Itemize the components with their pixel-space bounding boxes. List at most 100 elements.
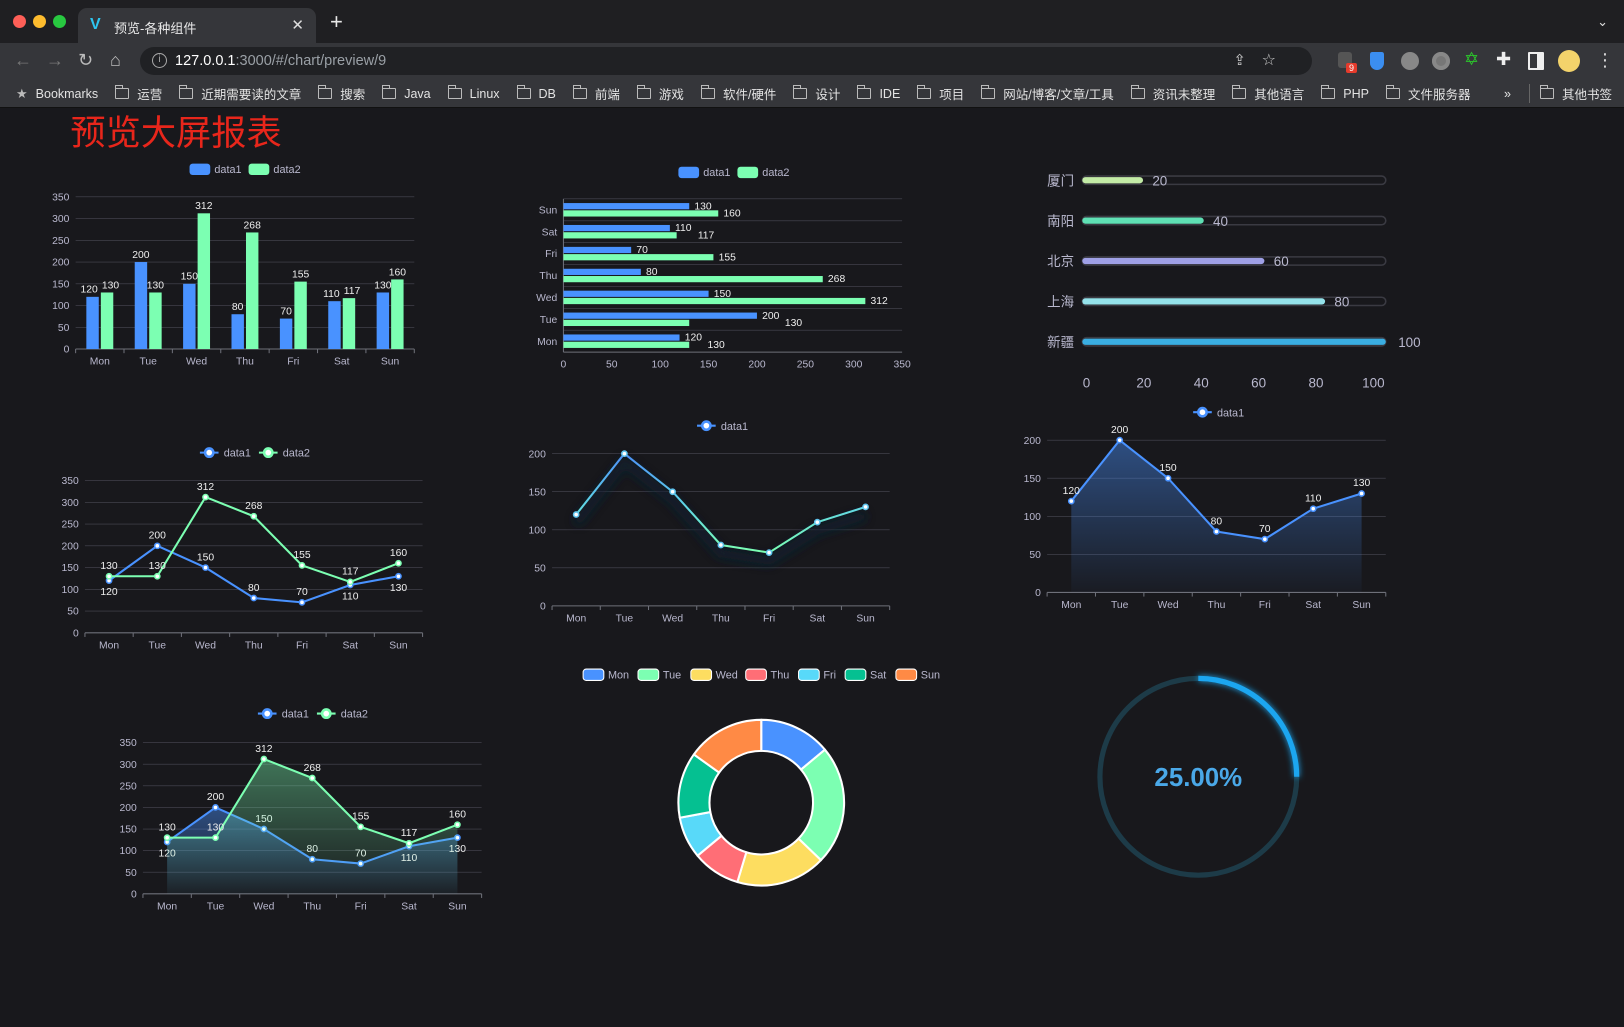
bookmark-item[interactable]: 游戏 xyxy=(636,84,684,103)
data-point xyxy=(250,594,258,602)
y-tick-label: Tue xyxy=(540,315,558,326)
extension-icon[interactable] xyxy=(1401,52,1419,70)
maximize-window-button[interactable] xyxy=(53,15,66,28)
x-tick-label: Sun xyxy=(448,901,467,912)
x-tick-label: Sat xyxy=(401,901,417,912)
folder-icon xyxy=(179,85,194,99)
data-label: 70 xyxy=(636,245,648,256)
other-bookmarks[interactable]: 其他书签 xyxy=(1528,84,1612,103)
tab-search-chevron-icon[interactable]: ⌄ xyxy=(1597,14,1608,29)
forward-button[interactable]: → xyxy=(46,50,64,70)
y-tick-label: 100 xyxy=(61,585,79,596)
bookmark-item[interactable]: Java xyxy=(382,85,431,101)
data-point xyxy=(202,564,209,571)
new-tab-button[interactable]: + xyxy=(330,9,343,34)
extensions-puzzle-icon[interactable]: ✚ xyxy=(1496,49,1512,69)
area-fill xyxy=(1071,440,1362,593)
bookmark-label: 游戏 xyxy=(658,88,684,102)
y-tick-label: 150 xyxy=(529,487,547,498)
data-label: 80 xyxy=(1211,516,1223,527)
data-point xyxy=(250,512,258,520)
folder-icon xyxy=(318,85,333,99)
legend-swatch xyxy=(637,668,660,681)
minimize-window-button[interactable] xyxy=(33,15,46,28)
side-panel-icon[interactable] xyxy=(1528,52,1544,70)
url-text[interactable]: 127.0.0.1:3000/#/chart/preview/9 xyxy=(175,53,386,69)
legend-marker-icon xyxy=(700,420,712,432)
data-label: 100 xyxy=(1398,335,1420,350)
bookmark-item[interactable]: 项目 xyxy=(917,84,964,103)
data-point xyxy=(1309,505,1317,513)
folder-icon xyxy=(447,85,462,99)
legend-label: Thu xyxy=(771,669,790,681)
data-point xyxy=(454,821,461,829)
toolbar: ← → ↻ ⌂ i 127.0.0.1:3000/#/chart/preview… xyxy=(0,43,1624,80)
bookmark-item[interactable]: PHP xyxy=(1321,85,1369,101)
bar-data1 xyxy=(231,314,244,350)
y-tick-label: 150 xyxy=(61,563,79,574)
share-icon[interactable]: ⇪ xyxy=(1233,52,1246,69)
reload-button[interactable]: ↻ xyxy=(78,50,94,70)
data-point xyxy=(765,549,773,556)
x-tick-label: 250 xyxy=(797,360,815,371)
y-tick-label: 50 xyxy=(125,868,137,879)
data-label: 110 xyxy=(675,223,692,234)
data-label: 117 xyxy=(698,230,715,241)
category-label: 南阳 xyxy=(1047,214,1074,229)
bookmark-item[interactable]: 网站/博客/文章/工具 xyxy=(981,84,1114,103)
bookmark-item[interactable]: 软件/硬件 xyxy=(700,84,776,103)
close-tab-icon[interactable]: ✕ xyxy=(291,17,304,34)
data-label: 200 xyxy=(132,250,150,261)
data-label: 312 xyxy=(871,296,889,307)
home-button[interactable]: ⌂ xyxy=(110,50,121,70)
star-extension-icon[interactable]: ✡ xyxy=(1464,49,1480,69)
data-label: 155 xyxy=(293,550,311,561)
y-tick-label: 100 xyxy=(119,846,137,857)
close-window-button[interactable] xyxy=(13,15,26,28)
bookmark-item[interactable]: 运营 xyxy=(115,84,162,103)
bar-data2 xyxy=(563,210,719,217)
back-button[interactable]: ← xyxy=(14,50,32,70)
data-label: 20 xyxy=(1152,173,1167,188)
bookmark-item[interactable]: 搜索 xyxy=(318,84,365,103)
bookmarks-overflow-button[interactable]: » xyxy=(1504,86,1511,101)
y-tick-label: 200 xyxy=(119,803,137,814)
bookmark-item[interactable]: 前端 xyxy=(572,84,620,103)
bookmark-item[interactable]: 近期需要读的文章 xyxy=(179,84,301,103)
y-tick-label: 0 xyxy=(1035,588,1041,599)
data-point xyxy=(395,559,402,567)
address-bar[interactable]: i 127.0.0.1:3000/#/chart/preview/9 ⇪ ☆ xyxy=(140,47,1312,75)
gauge-value: 25.00% xyxy=(1154,764,1242,792)
bookmark-label: IDE xyxy=(879,86,901,101)
bookmark-item[interactable]: 设计 xyxy=(793,84,840,103)
bookmark-item[interactable]: DB xyxy=(516,85,556,101)
x-tick-label: Thu xyxy=(1208,600,1226,611)
bookmark-item[interactable]: IDE xyxy=(857,85,901,101)
data-point xyxy=(153,542,161,550)
star-icon: ★ xyxy=(16,85,28,101)
folder-icon xyxy=(981,85,996,99)
avatar[interactable] xyxy=(1558,50,1580,72)
data-label: 117 xyxy=(342,567,359,578)
bookmark-item[interactable]: 其他语言 xyxy=(1232,84,1304,103)
extension-icon[interactable] xyxy=(1432,52,1450,70)
x-tick-label: Sun xyxy=(381,357,400,368)
bookmark-item[interactable]: 资讯未整理 xyxy=(1130,84,1215,103)
data-label: 312 xyxy=(197,482,215,493)
menu-icon[interactable]: ⋮ xyxy=(1596,50,1614,70)
data-point xyxy=(717,541,725,549)
diamond-extension-icon[interactable] xyxy=(1370,52,1384,70)
x-tick-label: 50 xyxy=(606,360,618,371)
data-point xyxy=(1164,474,1172,482)
bookmark-item[interactable]: Linux xyxy=(447,85,500,101)
legend-marker-icon xyxy=(262,447,274,459)
bookmark-star-icon[interactable]: ☆ xyxy=(1261,52,1276,69)
data-label: 130 xyxy=(100,561,118,572)
bookmark-item[interactable]: ★ Bookmarks xyxy=(16,86,98,102)
folder-icon xyxy=(1539,85,1554,99)
tab-active[interactable]: V 预览-各种组件 ✕ xyxy=(78,8,316,43)
data-label: 110 xyxy=(323,289,340,300)
bookmark-item[interactable]: 文件服务器 xyxy=(1385,84,1470,103)
info-icon[interactable]: i xyxy=(152,53,167,68)
data-label: 268 xyxy=(828,274,846,285)
